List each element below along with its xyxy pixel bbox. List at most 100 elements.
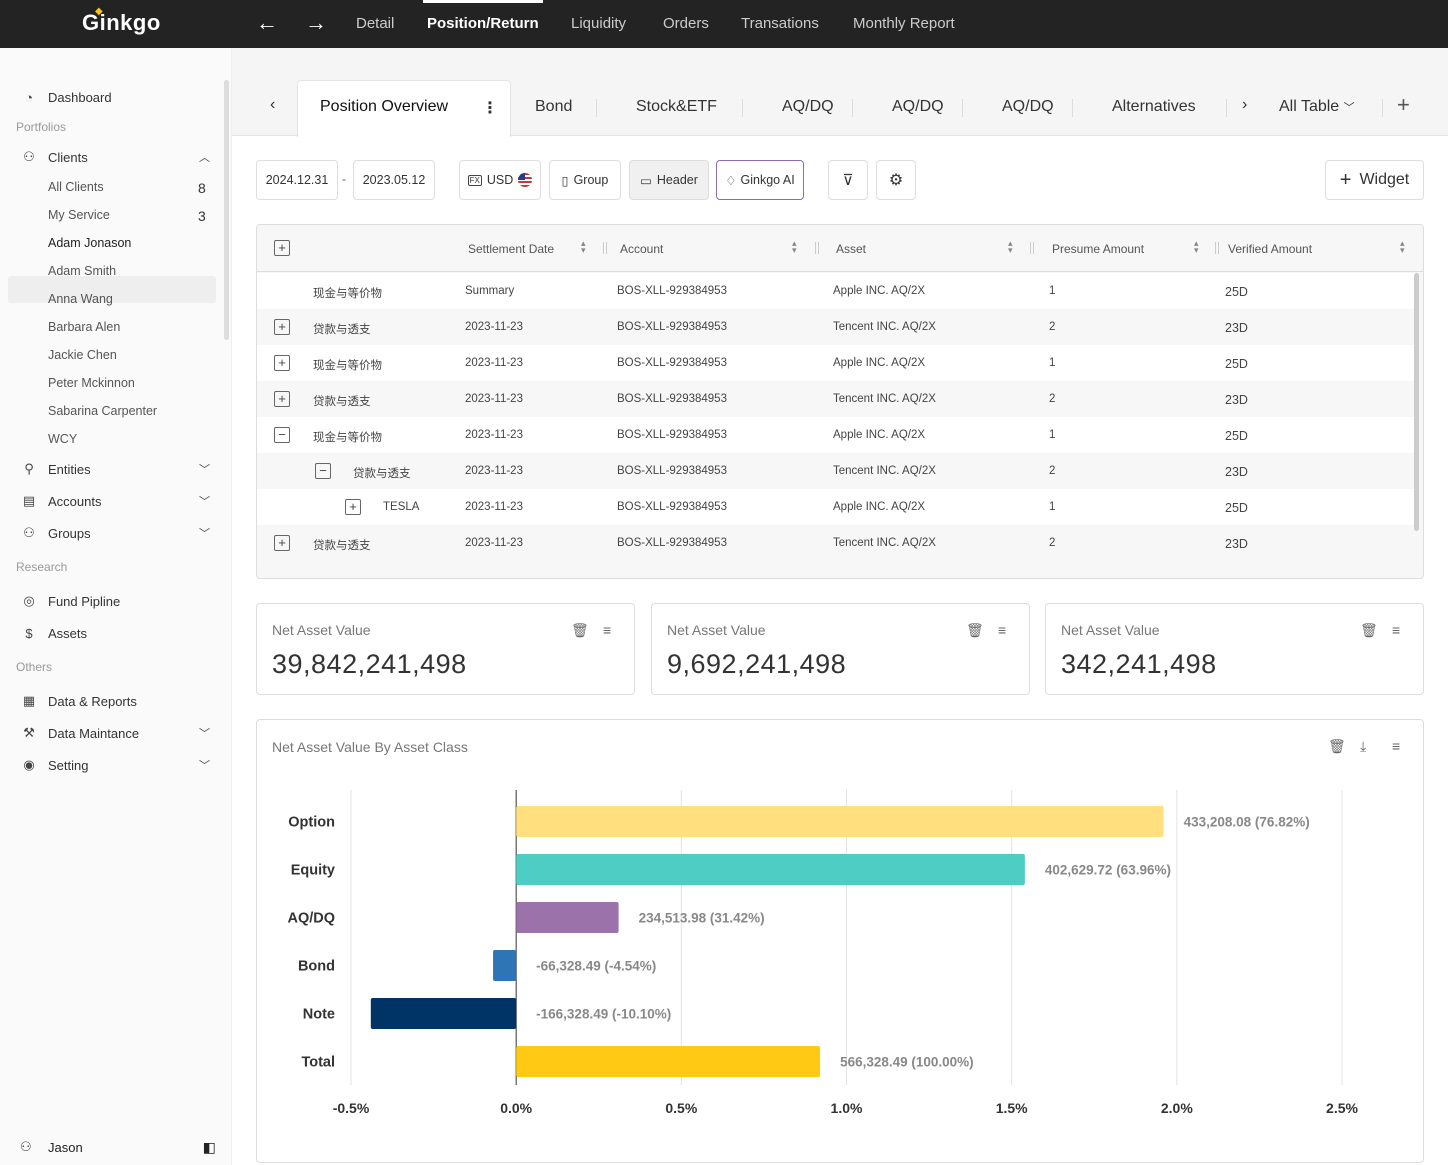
sidebar-item-data-reports[interactable]: ▦ Data & Reports (20, 688, 216, 714)
bar[interactable] (516, 1046, 821, 1077)
add-widget-button[interactable]: + Widget (1325, 160, 1424, 200)
bar[interactable] (516, 806, 1164, 837)
add-tab-icon[interactable]: + (1397, 92, 1410, 117)
ginkgo-ai-button[interactable]: ♢ Ginkgo AI (716, 160, 804, 200)
sort-icon[interactable]: ▴ ▾ (1008, 238, 1013, 255)
table-row[interactable]: − 现金与等价物 2023-11-23 BOS-XLL-929384953 Apple … (257, 417, 1417, 453)
sidebar-item-dashboard[interactable]: ◔ Dashboard (20, 84, 216, 110)
filter-button[interactable]: ⊽ (828, 160, 868, 200)
menu-icon[interactable]: ≡ (998, 622, 1007, 638)
tab-aqdq-1[interactable]: AQ/DQ (782, 98, 834, 115)
tab-scroll-right-icon[interactable]: › (1242, 96, 1248, 113)
nav-tab-position-return[interactable]: Position/Return (423, 0, 543, 32)
table-row[interactable]: + 贷款与透支 2023-11-23 BOS-XLL-929384953 Tencent… (257, 309, 1417, 345)
table-row[interactable]: + TESLA 2023-11-23 BOS-XLL-929384953 Apple I… (257, 489, 1417, 525)
bar[interactable] (493, 950, 517, 981)
sidebar-item-clients[interactable]: ⚇ Clients ︿ (20, 144, 216, 170)
trash-icon[interactable]: 🗑 (1328, 738, 1346, 754)
sidebar-item-assets[interactable]: $ Assets (20, 620, 216, 646)
date-from-input[interactable]: 2024.12.31 (256, 160, 338, 200)
col-settlement-date[interactable]: Settlement Date (468, 242, 555, 256)
currency-selector[interactable]: FX USD (459, 160, 541, 200)
column-resize-handle[interactable] (603, 242, 607, 254)
chevron-down-icon[interactable]: ﹀ (199, 728, 210, 740)
forward-arrow-icon[interactable]: → (305, 10, 327, 35)
menu-icon[interactable]: ≡ (603, 622, 612, 638)
bar[interactable] (516, 854, 1025, 885)
client-item-anna-wang[interactable]: Anna Wang (48, 292, 113, 306)
chevron-down-icon[interactable]: ﹀ (199, 528, 210, 540)
client-item-peter-mckinnon[interactable]: Peter Mckinnon (48, 376, 135, 390)
client-item-jackie-chen[interactable]: Jackie Chen (48, 348, 117, 362)
sidebar-toggle-icon[interactable]: ◧ (202, 1138, 216, 1155)
tab-position-overview[interactable]: Position Overview (320, 98, 449, 115)
menu-icon[interactable]: ≡ (1392, 738, 1401, 754)
sidebar-item-data-maintance[interactable]: ⚒ Data Maintance ﹀ (20, 720, 216, 746)
chevron-down-icon[interactable]: ﹀ (199, 760, 210, 772)
nav-tab-detail[interactable]: Detail (356, 15, 395, 32)
client-item-adam-jonason[interactable]: Adam Jonason (48, 236, 132, 250)
sidebar-scrollbar[interactable] (224, 80, 229, 340)
table-scrollbar[interactable] (1414, 273, 1419, 531)
nav-tab-transations[interactable]: Transations (741, 15, 819, 32)
trash-icon[interactable]: 🗑 (966, 622, 984, 638)
col-account[interactable]: Account (620, 242, 664, 256)
sort-icon[interactable]: ▴ ▾ (792, 238, 797, 255)
bar[interactable] (516, 902, 619, 933)
group-button[interactable]: ▯ Group (549, 160, 621, 200)
menu-icon[interactable]: ≡ (1392, 622, 1401, 638)
chevron-down-icon[interactable]: ﹀ (199, 464, 210, 476)
tab-scroll-left-icon[interactable]: ‹ (270, 96, 276, 113)
expand-icon[interactable]: + (345, 499, 361, 515)
table-row[interactable]: 现金与等价物 Summary BOS-XLL-929384953 Apple INC.… (257, 273, 1417, 309)
trash-icon[interactable]: 🗑 (1360, 622, 1378, 638)
settings-button[interactable]: ⚙ (876, 160, 916, 200)
sort-icon[interactable]: ▴ ▾ (581, 238, 586, 255)
user-profile[interactable]: ⚇ Jason ◧ (20, 1138, 216, 1155)
header-button[interactable]: ▭ Header (629, 160, 709, 200)
table-row[interactable]: + 现金与等价物 2023-11-23 BOS-XLL-929384953 Apple … (257, 345, 1417, 381)
nav-tab-orders[interactable]: Orders (663, 15, 709, 32)
all-table-dropdown[interactable]: All Table ﹀ (1279, 98, 1355, 115)
trash-icon[interactable]: 🗑 (571, 622, 589, 638)
expand-icon[interactable]: + (274, 319, 290, 335)
sidebar-item-entities[interactable]: ⚲ Entities ﹀ (20, 456, 216, 482)
sort-icon[interactable]: ▴ ▾ (1400, 238, 1405, 255)
client-item-wcy[interactable]: WCY (48, 432, 78, 446)
expand-all-icon[interactable]: + (274, 240, 290, 256)
client-item-all-clients[interactable]: All Clients 8 (48, 180, 206, 196)
sort-icon[interactable]: ▴ ▾ (1194, 238, 1199, 255)
expand-icon[interactable]: + (274, 535, 290, 551)
col-presume-amount[interactable]: Presume Amount (1052, 242, 1145, 256)
sidebar-item-setting[interactable]: ◉ Setting ﹀ (20, 752, 216, 778)
nav-tab-liquidity[interactable]: Liquidity (571, 15, 627, 32)
tab-more-icon[interactable]: ⋮ (482, 100, 498, 117)
back-arrow-icon[interactable]: ← (256, 10, 278, 35)
collapse-icon[interactable]: − (274, 427, 290, 443)
client-item-sabarina-carpenter[interactable]: Sabarina Carpenter (48, 404, 158, 418)
client-item-my-service[interactable]: My Service 3 (48, 208, 206, 224)
sidebar-item-groups[interactable]: ⚇ Groups ﹀ (20, 520, 216, 546)
tab-bond[interactable]: Bond (535, 98, 573, 115)
expand-icon[interactable]: + (274, 391, 290, 407)
tab-alternatives[interactable]: Alternatives (1112, 98, 1196, 115)
client-item-adam-smith[interactable]: Adam Smith (48, 264, 117, 278)
tab-aqdq-2[interactable]: AQ/DQ (892, 98, 944, 115)
col-verified-amount[interactable]: Verified Amount (1228, 242, 1313, 256)
column-resize-handle[interactable] (815, 242, 819, 254)
tab-aqdq-3[interactable]: AQ/DQ (1002, 98, 1054, 115)
chevron-up-icon[interactable]: ︿ (199, 152, 210, 164)
column-resize-handle[interactable] (1030, 242, 1034, 254)
col-asset[interactable]: Asset (836, 242, 867, 256)
collapse-icon[interactable]: − (315, 463, 331, 479)
expand-icon[interactable]: + (274, 355, 290, 371)
download-icon[interactable]: ⤓ (1360, 738, 1367, 754)
chevron-down-icon[interactable]: ﹀ (199, 496, 210, 508)
column-resize-handle[interactable] (1215, 242, 1219, 254)
sidebar-item-accounts[interactable]: ▤ Accounts ﹀ (20, 488, 216, 514)
bar[interactable] (370, 998, 517, 1029)
table-row[interactable]: + 贷款与透支 2023-11-23 BOS-XLL-929384953 Tencent… (257, 525, 1417, 561)
tab-stock-etf[interactable]: Stock&ETF (636, 98, 717, 115)
client-item-barbara-alen[interactable]: Barbara Alen (48, 320, 121, 334)
sidebar-item-fund-pipline[interactable]: ◎ Fund Pipline (20, 588, 216, 614)
